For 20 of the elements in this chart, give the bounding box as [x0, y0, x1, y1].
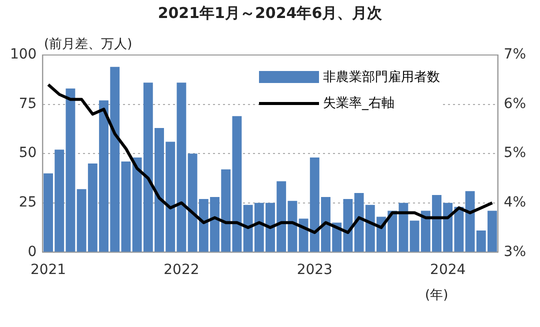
y2-tick-label: 4% — [504, 194, 526, 211]
x-tick-label: 2024 — [430, 262, 466, 278]
y-tick-label: 50 — [18, 145, 37, 162]
text: (年) — [425, 287, 448, 304]
y2-tick-label: 5% — [504, 145, 526, 162]
y-tick-label: 75 — [18, 96, 37, 112]
bar — [66, 88, 76, 252]
x-tick-label: 2021 — [30, 262, 66, 278]
legend-label: 失業率_右軸 — [323, 95, 394, 112]
legend-label: 非農業部門雇用者数 — [323, 69, 440, 86]
y2-tick-label: 7% — [504, 46, 526, 63]
y2-tick-label: 3% — [504, 244, 526, 260]
x-tick-label: 2023 — [296, 262, 332, 278]
x-tick-label: 2022 — [164, 262, 200, 278]
y-axis-title: (前月差、万人) — [44, 36, 132, 53]
y-tick-label: 25 — [18, 194, 37, 211]
y-tick-label: 100 — [10, 46, 37, 63]
y2-tick-label: 6% — [504, 96, 526, 112]
y-tick-label: 0 — [28, 244, 37, 260]
chart-title: 2021年1月～2024年6月、月次 — [156, 4, 384, 23]
